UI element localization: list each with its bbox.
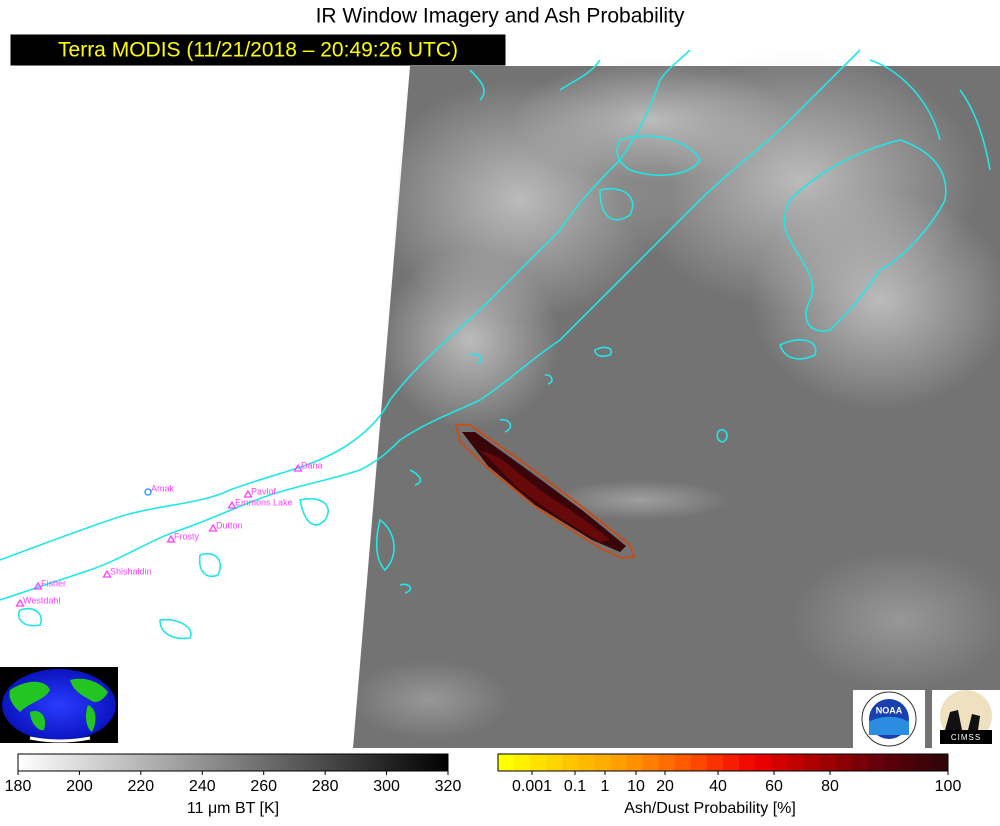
ash-colorbar: Ash/Dust Probability [%] 0.001 0.1 1 10 20 40… [497,753,962,817]
coastlines [0,49,991,640]
noaa-text: NOAA [876,705,903,715]
tick-label: 100 [935,778,962,795]
colorbar-segment [851,754,869,771]
colorbar-segment [626,754,644,771]
colorbar-segment [642,754,660,771]
volcano-marker [293,463,303,472]
colorbar-segment [498,754,515,771]
colorbar-segment [883,754,901,771]
colorbar-segment [835,754,853,771]
tick-label: 320 [435,778,462,795]
tick-label: 200 [66,778,93,795]
volcano-label: Pavlof [251,486,277,496]
colorbar-label: Ash/Dust Probability [%] [624,800,796,817]
tick-label: 1 [601,778,610,795]
subtitle-box [9,33,507,67]
tick-label: 80 [821,778,839,795]
colorbar-segment [594,754,611,771]
noaa-logo: NOAA [853,690,925,748]
volcano-label: Dana [301,460,323,470]
ash-plume [454,424,636,560]
volcano-marker [166,534,176,543]
cimss-text: CIMSS [951,733,981,742]
subtitle: Terra MODIS (11/21/2018 – 20:49:26 UTC) [58,39,458,62]
colorbar-segment [931,754,949,771]
tick-label: 0.1 [564,778,586,795]
clouds [353,50,1000,740]
tick-label: 240 [189,778,216,795]
bt-colorbar: 11 μm BT [K] 180 200 220 240 260 280 300 320 [5,753,462,817]
volcano-marker [227,500,237,509]
title: IR Window Imagery and Ash Probability [316,5,685,28]
colorbar-segment [739,754,756,771]
tick-label: 280 [312,778,339,795]
volcano-label: Amak [151,483,175,493]
tick-label: 220 [128,778,155,795]
colorbar-segment [578,754,595,771]
tick-label: 300 [373,778,400,795]
colorbar-segment [546,754,563,771]
volcano-marker [243,489,253,498]
colorbar-segment [530,754,547,771]
tick-label: 40 [709,778,727,795]
volcano-label: Shishaldin [110,566,152,576]
volcano-marker [102,569,112,578]
tick-label: 0.001 [512,778,552,795]
volcano-label: Frosty [174,531,200,541]
globe-inset [0,667,118,743]
colorbar-segment [706,754,724,771]
ir-imagery [353,50,1000,748]
colorbar-segment [899,754,917,771]
colorbar-segment [771,754,788,771]
colorbar-segment [690,754,708,771]
volcano-label: Fisher [41,578,66,588]
volcano-label: Dutton [216,520,243,530]
colorbar-segment [514,754,531,771]
cimss-logo: CIMSS [932,690,1000,748]
colorbar-segment [755,754,772,771]
colorbar-segment [562,754,579,771]
colorbar-segment [867,754,885,771]
tick-label: 60 [765,778,783,795]
volcano-marker [144,488,152,496]
colorbar-frame [497,753,949,772]
volcano-marker [15,598,25,607]
colorbar-segment [819,754,836,771]
colorbar-label: 11 μm BT [K] [187,800,279,817]
volcano-marker [33,581,43,590]
colorbar-segment [674,754,692,771]
colorbar-segment [803,754,820,771]
colorbar-segment [787,754,804,771]
volcano-marker [208,523,218,532]
volcano-label: Emmons Lake [235,497,293,507]
bt-colorbar-fill [17,753,449,772]
colorbar-segment [658,754,676,771]
colorbar-segment [723,754,740,771]
tick-label: 260 [250,778,277,795]
tick-label: 180 [5,778,32,795]
volcano-label: Westdahl [23,595,60,605]
colorbar-segment [915,754,933,771]
tick-label: 10 [627,778,645,795]
tick-label: 20 [656,778,674,795]
colorbar-segment [610,754,628,771]
